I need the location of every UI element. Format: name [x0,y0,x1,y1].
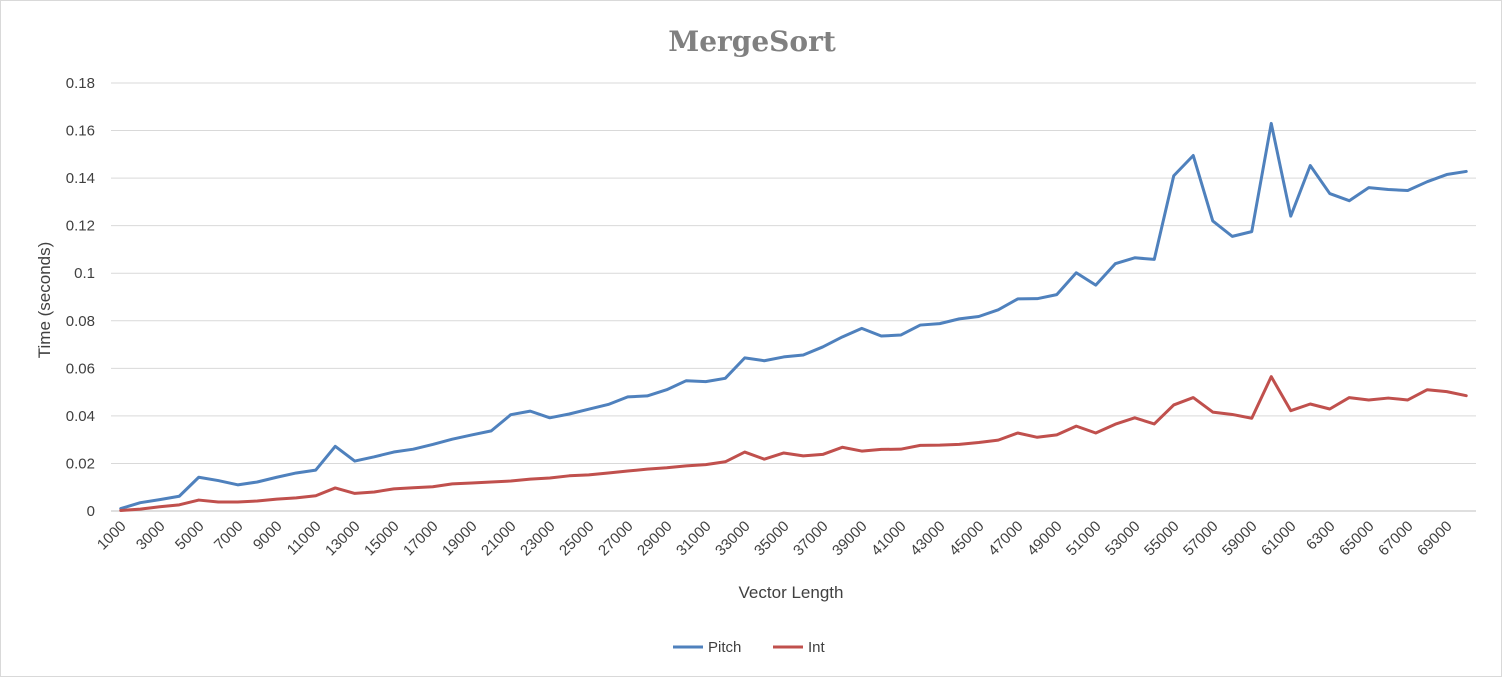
x-tick-label: 21000 [478,518,520,560]
x-tick-label: 7000 [211,518,247,554]
x-tick-label: 55000 [1141,518,1183,560]
x-tick-label: 1000 [94,518,130,554]
y-tick-label: 0.14 [66,170,95,187]
x-tick-label: 35000 [751,518,793,560]
y-tick-label: 0.16 [66,123,95,140]
x-tick-label: 17000 [400,518,442,560]
x-tick-label: 6300 [1303,518,1339,554]
x-tick-label: 15000 [361,518,403,560]
x-tick-label: 65000 [1336,518,1378,560]
legend: Pitch Int [673,639,826,656]
x-tick-label: 57000 [1180,518,1222,560]
x-tick-label: 61000 [1258,518,1300,560]
series-line-int [119,375,1468,513]
x-tick-label: 11000 [284,518,325,559]
x-tick-label: 41000 [868,518,910,560]
x-tick-label: 51000 [1063,518,1105,560]
y-axis-label: Time (seconds) [35,242,54,359]
x-axis-label: Vector Length [739,583,844,602]
x-tick-label: 25000 [556,518,598,560]
y-tick-label: 0.12 [66,218,95,235]
gridlines [111,82,1476,512]
chart-title: MergeSort [668,25,836,58]
legend-label-pitch: Pitch [708,639,741,656]
x-tick-label: 45000 [946,518,988,560]
x-tick-label: 5000 [172,518,208,554]
x-tick-label: 39000 [829,518,871,560]
y-tick-label: 0.08 [66,313,95,330]
y-tick-label: 0.04 [66,408,95,425]
x-tick-label: 67000 [1375,518,1417,560]
x-tick-label: 47000 [985,518,1027,560]
x-tick-label: 29000 [634,518,676,560]
x-tick-label: 19000 [439,518,481,560]
x-tick-label: 53000 [1102,518,1144,560]
x-axis-ticks: 1000 3000 5000 7000 900011000130001500017000… [94,518,1456,560]
x-tick-label: 33000 [712,518,754,560]
x-tick-label: 37000 [790,518,832,560]
x-tick-label: 59000 [1219,518,1261,560]
x-tick-label: 3000 [133,518,169,554]
y-tick-label: 0 [87,503,95,520]
x-tick-label: 13000 [322,518,364,560]
series-line-pitch [119,121,1468,511]
series-lines [119,121,1468,513]
x-tick-label: 31000 [673,518,715,560]
y-tick-label: 0.18 [66,75,95,92]
x-tick-label: 9000 [250,518,286,554]
y-tick-label: 0.06 [66,360,95,377]
x-tick-label: 43000 [907,518,949,560]
y-axis-ticks: 0 0.02 0.04 0.06 0.08 0.1 0.12 0.14 0.16 0.18 [66,75,95,520]
x-tick-label: 49000 [1024,518,1066,560]
x-tick-label: 69000 [1414,518,1456,560]
legend-label-int: Int [808,639,826,656]
x-tick-label: 23000 [517,518,559,560]
x-tick-label: 27000 [595,518,637,560]
y-tick-label: 0.02 [66,455,95,472]
y-tick-label: 0.1 [74,265,95,282]
